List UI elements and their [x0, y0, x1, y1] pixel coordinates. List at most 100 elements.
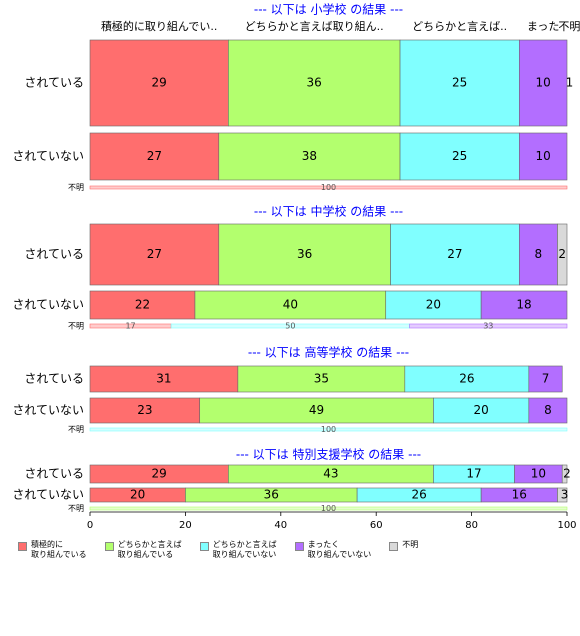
category-label: されている — [24, 467, 84, 481]
category-label: されていない — [12, 298, 84, 312]
bar-segment — [89, 290, 196, 320]
value-label: 36 — [307, 76, 322, 90]
legend-swatch — [18, 542, 27, 551]
x-tick-label: 0 — [87, 520, 93, 531]
bar-segment — [528, 365, 563, 393]
value-label: 26 — [411, 488, 426, 502]
value-label: 36 — [297, 247, 312, 261]
category-label: 不明 — [68, 504, 84, 513]
legend-swatch — [294, 542, 304, 551]
column-header: まった — [527, 20, 560, 33]
value-label: 3 — [561, 488, 569, 502]
legend-swatch — [104, 542, 114, 551]
bar-segment — [528, 397, 568, 424]
panel-title: --- 以下は 高等学校 の結果 --- — [248, 345, 409, 360]
bar-segment — [218, 223, 391, 286]
bar-segment — [237, 365, 406, 393]
legend-item: まったく 取り組んでいない — [294, 540, 372, 560]
bar-segment — [518, 132, 568, 181]
value-label: 50 — [285, 322, 295, 331]
bar-segment — [89, 365, 239, 393]
value-label: 38 — [302, 149, 317, 163]
value-label: 22 — [135, 298, 150, 312]
bar-segment — [89, 506, 568, 511]
bar-segment — [385, 290, 482, 320]
category-label: 不明 — [68, 183, 84, 192]
bar-segment — [399, 132, 520, 181]
column-header: 積極的に取り組んでい.. — [101, 19, 217, 33]
bar-segment — [518, 39, 568, 127]
column-header: 不明 — [558, 20, 580, 33]
value-label: 27 — [147, 149, 162, 163]
value-label: 29 — [152, 76, 167, 90]
panel-title: --- 以下は 小学校 の結果 --- — [254, 2, 403, 17]
bar-segment — [480, 290, 568, 320]
bar-segment — [409, 323, 568, 329]
value-label: 31 — [156, 372, 171, 386]
bar-segment — [390, 223, 520, 286]
value-label: 36 — [264, 488, 279, 502]
legend-item: どちらかと言えば 取り組んでいる — [104, 540, 182, 560]
bar-segment — [89, 427, 568, 432]
bar-segment — [218, 132, 401, 181]
category-label: されている — [24, 247, 84, 261]
column-header: どちらかと言えば取り組ん.. — [245, 20, 384, 33]
column-header: どちらかと言えば.. — [412, 20, 507, 33]
value-label: 17 — [466, 467, 481, 481]
bar-segment — [433, 397, 530, 424]
legend-swatch — [199, 542, 209, 551]
value-label: 40 — [283, 298, 298, 312]
value-label: 8 — [544, 403, 552, 417]
value-label: 10 — [536, 76, 551, 90]
value-label: 20 — [426, 298, 441, 312]
value-label: 49 — [309, 403, 324, 417]
bar-segment — [404, 365, 530, 393]
category-label: されている — [24, 372, 84, 386]
value-label: 2 — [563, 467, 571, 481]
value-label: 23 — [137, 403, 152, 417]
legend-label: 積極的に 取り組んでいる — [31, 540, 87, 559]
legend-label: どちらかと言えば 取り組んでいない — [212, 540, 277, 559]
bar-segment — [199, 397, 434, 424]
category-label: されている — [24, 76, 84, 90]
x-tick-label: 20 — [179, 520, 192, 531]
category-label: されていない — [12, 403, 84, 417]
bar-segment — [399, 39, 520, 127]
value-label: 100 — [321, 504, 336, 513]
value-label: 35 — [314, 372, 329, 386]
value-label: 43 — [323, 467, 338, 481]
panel-title: --- 以下は 中学校 の結果 --- — [254, 204, 403, 219]
x-tick-label: 40 — [274, 520, 287, 531]
category-label: 不明 — [68, 322, 84, 331]
x-tick-label: 60 — [370, 520, 383, 531]
legend-item: 積極的に 取り組んでいる — [18, 540, 87, 560]
panel-title: --- 以下は 特別支援学校 の結果 --- — [236, 447, 421, 462]
value-label: 25 — [452, 76, 467, 90]
legend-item: どちらかと言えば 取り組んでいない — [199, 540, 277, 560]
legend-label: 不明 — [402, 540, 419, 549]
legend-item: 不明 — [389, 540, 418, 560]
value-label: 100 — [321, 425, 336, 434]
value-label: 25 — [452, 149, 467, 163]
value-label: 10 — [531, 467, 546, 481]
value-label: 10 — [536, 149, 551, 163]
category-label: 不明 — [68, 425, 84, 434]
value-label: 29 — [152, 467, 167, 481]
value-label: 26 — [459, 372, 474, 386]
bar-segment — [89, 39, 229, 127]
value-label: 17 — [125, 322, 135, 331]
value-label: 16 — [512, 488, 527, 502]
bar-segment — [89, 185, 568, 190]
legend-swatch — [389, 542, 399, 551]
value-label: 2 — [558, 247, 566, 261]
x-tick-label: 80 — [465, 520, 478, 531]
value-label: 8 — [535, 247, 543, 261]
bar-segment — [518, 223, 558, 286]
bar-segment — [89, 223, 220, 286]
value-label: 20 — [130, 488, 145, 502]
bar-segment — [228, 39, 401, 127]
legend-label: まったく 取り組んでいない — [307, 540, 372, 559]
value-label: 33 — [483, 322, 493, 331]
